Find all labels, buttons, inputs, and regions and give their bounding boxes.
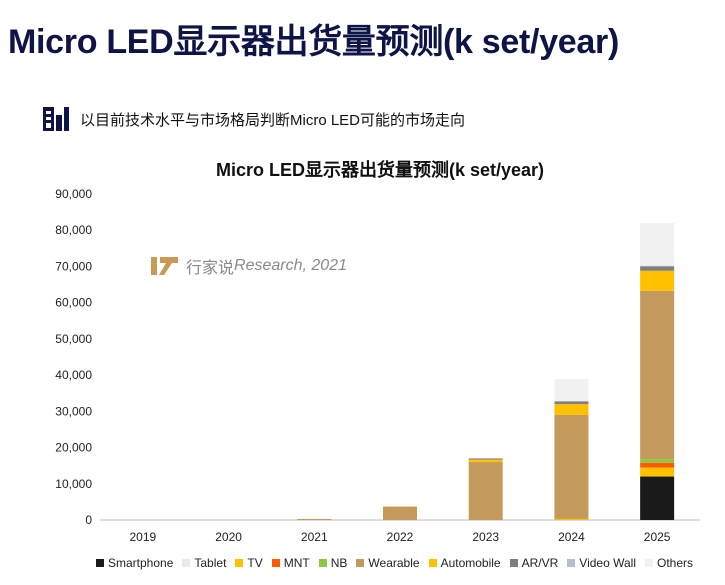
legend-swatch [235, 559, 244, 567]
x-tick-label: 2019 [130, 530, 157, 544]
legend-swatch [509, 559, 518, 567]
y-tick-label: 20,000 [55, 441, 92, 455]
legend-item: Tablet [182, 556, 226, 570]
watermark: 行家说 Research, 2021 [150, 254, 347, 278]
x-tick-label: 2024 [558, 530, 585, 544]
bar-segment-wearable-2021 [297, 518, 332, 520]
subtitle-row: 以目前技术水平与市场格局判断Micro LED可能的市场走向 [42, 104, 465, 134]
bar-segment-others-2024 [554, 379, 589, 401]
bar-segment-automobile-2025 [640, 270, 675, 291]
legend-item: NB [318, 556, 348, 570]
subtitle-text: 以目前技术水平与市场格局判断Micro LED可能的市场走向 [80, 111, 466, 129]
bar-segment-video-wall-2024 [554, 400, 589, 402]
watermark-brand: 行家说 [186, 260, 235, 277]
y-tick-label: 60,000 [55, 296, 92, 310]
chart-title: Micro LED显示器出货量预测(k set/year) [216, 159, 544, 180]
legend-item: Automobile [428, 556, 501, 570]
bar-segment-ar-vr-2024 [554, 401, 589, 405]
hangjiashuo-logo-icon [151, 257, 178, 275]
legend-swatch [96, 559, 104, 567]
legend-label: AR/VR [521, 556, 559, 570]
legend-swatch [567, 559, 576, 567]
legend-item: Video Wall [567, 556, 636, 570]
x-tick-label: 2023 [472, 530, 499, 544]
page-title: Micro LED显示器出货量预测(k set/year) [8, 23, 619, 61]
chart-legend: Smartphone Tablet TV MNT NB Wearable Automobil… [96, 556, 702, 570]
bar-segment-tv-2024 [554, 518, 589, 520]
legend-item: MNT [271, 556, 310, 570]
bar-segment-automobile-2024 [554, 404, 589, 415]
y-axis-ticks: 0 10,000 20,000 30,000 40,000 50,000 60,000 70,… [55, 187, 92, 527]
bar-segment-wearable-2022 [383, 506, 417, 520]
bar-segment-ar-vr-2025 [640, 266, 675, 271]
legend-label: NB [330, 556, 348, 570]
bar-segment-nb-2025 [640, 459, 675, 463]
bar-segment-mnt-2024 [554, 518, 589, 520]
bar-segment-ar-vr-2023 [468, 458, 503, 460]
legend-swatch [271, 559, 280, 567]
y-tick-label: 90,000 [55, 187, 92, 201]
bar-stacks [297, 222, 675, 520]
x-tick-label: 2025 [644, 530, 671, 544]
legend-label: Video Wall [579, 556, 636, 570]
legend-swatch [182, 559, 191, 567]
bar-segment-wearable-2024 [554, 414, 589, 519]
bar-segment-mnt-2025 [640, 462, 675, 468]
y-tick-label: 50,000 [55, 332, 92, 346]
bar-segment-automobile-2023 [468, 459, 503, 463]
bar-segment-nb-2024 [554, 518, 589, 519]
bar-chart-report-icon [43, 107, 69, 131]
legend-label: Automobile [440, 556, 501, 570]
legend-label: TV [247, 556, 263, 570]
legend-label: MNT [283, 556, 310, 570]
bar-segment-wearable-2023 [468, 462, 503, 520]
legend-item: TV [235, 556, 263, 570]
legend-label: Wearable [368, 556, 420, 570]
legend-swatch [356, 559, 365, 567]
legend-item: Smartphone [96, 556, 173, 570]
bar-segment-wearable-2025 [640, 290, 675, 460]
bar-segment-smartphone-2025 [640, 476, 675, 520]
legend-label: Tablet [194, 556, 227, 570]
legend-swatch [428, 559, 437, 567]
y-tick-label: 40,000 [55, 368, 92, 382]
bar-segment-others-2025 [640, 222, 675, 266]
legend-label: Smartphone [108, 556, 174, 570]
y-tick-label: 80,000 [55, 223, 92, 237]
y-tick-label: 30,000 [55, 404, 92, 418]
legend-label: Others [657, 556, 694, 570]
x-tick-label: 2022 [387, 530, 414, 544]
bar-segment-tv-2025 [640, 467, 675, 477]
x-tick-label: 2020 [215, 530, 242, 544]
legend-swatch [645, 559, 653, 567]
y-tick-label: 0 [85, 513, 92, 527]
legend-item: Others [645, 556, 693, 570]
watermark-tail: Research, 2021 [234, 257, 347, 274]
y-tick-label: 70,000 [55, 259, 92, 273]
x-tick-label: 2021 [301, 530, 328, 544]
legend-item: AR/VR [509, 556, 559, 570]
y-tick-label: 10,000 [55, 477, 92, 491]
legend-item: Wearable [356, 556, 420, 570]
x-axis-ticks: 2019 2020 2021 2022 2023 2024 2025 [130, 530, 671, 544]
bar-segment-video-wall-2025 [640, 265, 675, 267]
legend-swatch [318, 559, 327, 567]
